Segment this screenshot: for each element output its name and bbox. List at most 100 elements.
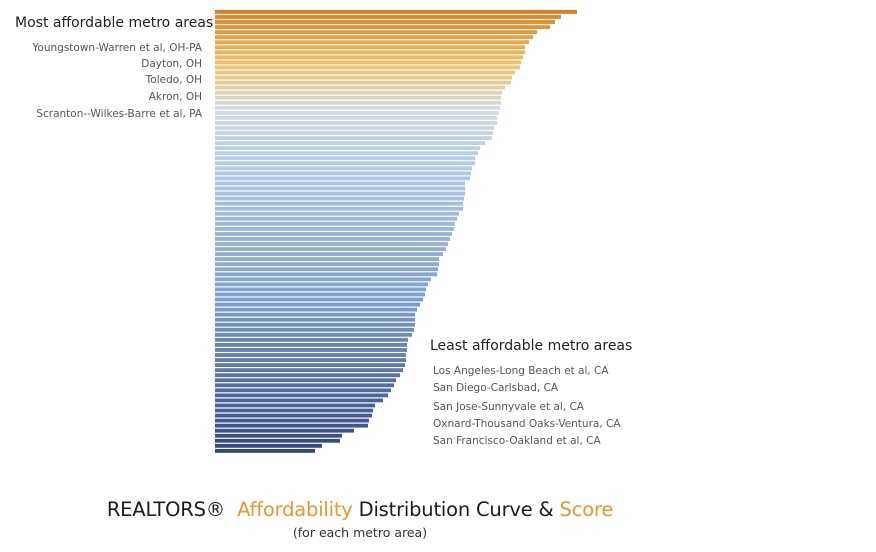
chart-bar: [215, 202, 463, 206]
chart-bar: [215, 15, 561, 19]
chart-bar: [215, 131, 493, 135]
chart-bar: [215, 212, 459, 216]
chart-bar: [215, 383, 394, 387]
chart-bar: [215, 262, 439, 266]
chart-bar: [215, 45, 525, 49]
chart-bar: [215, 429, 354, 433]
most-affordable-item: Youngstown-Warren et al, OH-PA: [31, 42, 202, 54]
chart-bar: [215, 293, 425, 297]
most-affordable-item: Dayton, OH: [141, 58, 202, 70]
chart-bar: [215, 252, 443, 256]
chart-bar: [215, 106, 500, 110]
chart-bar: [215, 303, 420, 307]
chart-bar: [215, 161, 475, 165]
chart-bar: [215, 237, 450, 241]
chart-bar: [215, 308, 417, 312]
chart-bar: [215, 66, 520, 70]
chart-bar: [215, 10, 577, 14]
chart-bar: [215, 298, 423, 302]
chart-bar: [215, 91, 502, 95]
most-affordable-heading: Most affordable metro areas: [15, 15, 213, 31]
chart-bar: [215, 197, 464, 201]
title-affordability: Affordability: [237, 498, 353, 521]
most-affordable-item: Akron, OH: [149, 91, 202, 103]
chart-bar: [215, 156, 475, 160]
chart-bar: [215, 272, 437, 276]
chart-bar: [215, 187, 465, 191]
title-score: Score: [560, 498, 614, 521]
chart-bar: [215, 86, 505, 90]
least-affordable-heading: Least affordable metro areas: [430, 338, 632, 354]
least-affordable-item: Oxnard-Thousand Oaks-Ventura, CA: [433, 418, 621, 430]
chart-bar: [215, 277, 431, 281]
affordability-bar-chart: Most affordable metro areas Youngstown-W…: [0, 0, 876, 480]
chart-bar: [215, 449, 315, 453]
chart-bar: [215, 227, 454, 231]
chart-bar: [215, 434, 342, 438]
chart-bar: [215, 60, 521, 64]
chart-bar: [215, 318, 415, 322]
chart-bar: [215, 96, 501, 100]
chart-bar: [215, 76, 512, 80]
chart-bar: [215, 247, 446, 251]
chart-bar: [215, 343, 407, 347]
chart-bar: [215, 404, 375, 408]
chart-bar: [215, 222, 455, 226]
chart-bar: [215, 30, 537, 34]
most-affordable-item: Toledo, OH: [145, 74, 202, 86]
title-middle: Distribution Curve &: [359, 498, 554, 521]
chart-bar: [215, 121, 497, 125]
chart-bar: [215, 378, 396, 382]
chart-bar: [215, 348, 407, 352]
chart-bar: [215, 242, 448, 246]
title-brand: REALTORS®: [107, 498, 225, 521]
chart-bar: [215, 328, 414, 332]
most-affordable-item: Scranton--Wilkes-Barre et al, PA: [36, 108, 202, 120]
least-affordable-item: Los Angeles-Long Beach et al, CA: [433, 365, 609, 377]
chart-bar: [215, 25, 550, 29]
chart-bar: [215, 288, 426, 292]
chart-bar: [215, 414, 372, 418]
chart-bar: [215, 358, 406, 362]
chart-bar: [215, 363, 405, 367]
least-affordable-item: San Jose-Sunnyvale et al, CA: [433, 401, 585, 413]
chart-bar: [215, 101, 501, 105]
chart-bar: [215, 171, 471, 175]
chart-bar: [215, 177, 470, 181]
chart-bar: [215, 40, 529, 44]
chart-bar: [215, 257, 439, 261]
chart-bar: [215, 282, 428, 286]
chart-title-block: REALTORS® Affordability Distribution Cur…: [0, 498, 720, 540]
chart-bar: [215, 182, 465, 186]
chart-bar: [215, 207, 463, 211]
chart-subtitle: (for each metro area): [0, 525, 720, 540]
chart-bar: [215, 146, 480, 150]
chart-bar: [215, 141, 485, 145]
chart-bar: [215, 444, 322, 448]
chart-bar: [215, 424, 368, 428]
chart-bar: [215, 388, 391, 392]
chart-bar: [215, 353, 406, 357]
chart-bar: [215, 393, 388, 397]
chart-bar: [215, 232, 452, 236]
chart-bar: [215, 323, 415, 327]
chart-bar: [215, 166, 472, 170]
chart-bar: [215, 368, 403, 372]
chart-bar: [215, 192, 465, 196]
chart-bar: [215, 217, 457, 221]
chart-bar: [215, 419, 369, 423]
chart-bar: [215, 373, 400, 377]
least-affordable-item: San Diego-Carlsbad, CA: [433, 382, 559, 394]
chart-bar: [215, 55, 523, 59]
chart-bar: [215, 151, 478, 155]
chart-bar: [215, 399, 383, 403]
chart-bar: [215, 136, 492, 140]
chart-bar: [215, 20, 555, 24]
chart-bar: [215, 338, 408, 342]
chart-bar: [215, 439, 340, 443]
chart-bar: [215, 81, 511, 85]
chart-bar: [215, 50, 525, 54]
chart-bar: [215, 71, 515, 75]
least-affordable-item: San Francisco-Oakland et al, CA: [433, 435, 601, 447]
chart-bar: [215, 313, 415, 317]
